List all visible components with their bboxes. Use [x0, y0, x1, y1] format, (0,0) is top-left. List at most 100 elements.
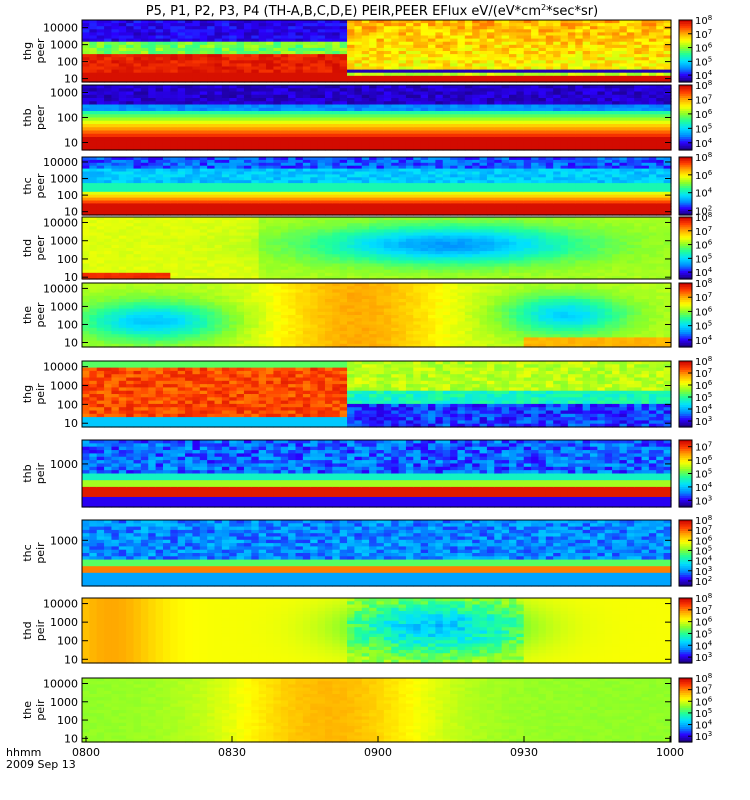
spectrogram-cell [236, 44, 245, 49]
spectrogram-cell [266, 57, 275, 61]
spectrogram-cell [413, 47, 422, 52]
spectrogram-cell [354, 75, 363, 80]
spectrogram-cell [280, 63, 289, 68]
spectrogram-cell [266, 29, 275, 33]
spectrogram-cell [170, 47, 179, 52]
spectrogram-cell [347, 32, 356, 37]
spectrogram-cell [317, 38, 326, 43]
spectrogram-cell [258, 54, 267, 58]
spectrogram-cell [560, 32, 569, 37]
spectrogram-cell [361, 32, 370, 37]
spectrogram-cell [170, 54, 179, 58]
spectrogram-cell [398, 47, 407, 52]
spectrogram-cell [509, 75, 517, 80]
spectrogram-cell [553, 23, 562, 27]
spectrogram-cell [317, 69, 326, 74]
spectrogram-cell [295, 57, 304, 61]
spectrogram-cell [133, 72, 142, 77]
spectrogram-cell [221, 29, 230, 33]
spectrogram-cell [509, 72, 517, 77]
spectrogram-cell [347, 38, 356, 43]
spectrogram-cell [494, 51, 503, 55]
spectrogram-cell [324, 69, 333, 74]
spectrogram-cell [523, 38, 532, 43]
spectrogram-cell [192, 66, 201, 71]
spectrogram-cell [383, 20, 392, 24]
spectrogram-cell [111, 51, 120, 55]
spectrogram-cell [501, 69, 510, 74]
spectrogram-cell [207, 57, 216, 61]
spectrogram-cell [324, 78, 333, 83]
spectrogram-cell [413, 69, 422, 74]
spectrogram-cell [104, 57, 113, 61]
spectrogram-cell [148, 66, 157, 71]
spectrogram-cell [324, 63, 333, 68]
spectrogram-cell [435, 47, 444, 52]
spectrogram-cell [111, 26, 120, 30]
spectrogram-cell [472, 75, 481, 80]
spectrogram-cell [192, 63, 201, 68]
spectrogram-cell [332, 44, 341, 49]
spectrogram-cell [354, 78, 363, 83]
spectrogram-cell [383, 57, 392, 61]
spectrogram-cell [162, 35, 171, 40]
spectrogram-cell [155, 66, 164, 71]
spectrogram-cell [531, 75, 540, 80]
spectrogram-cell [339, 44, 348, 49]
spectrogram-cell [111, 63, 120, 68]
spectrogram-cell [464, 51, 473, 55]
spectrogram-cell [413, 38, 422, 43]
spectrogram-cell [280, 32, 289, 37]
spectrogram-cell [96, 20, 105, 24]
spectrogram-cell [324, 35, 333, 40]
spectrogram-cell [398, 57, 407, 61]
spectrogram-cell [464, 63, 473, 68]
spectrogram-cell [523, 69, 532, 74]
spectrogram-cell [89, 75, 98, 80]
spectrogram-cell [302, 26, 311, 30]
spectrogram-cell [243, 35, 252, 40]
spectrogram-cell [236, 35, 245, 40]
spectrogram-cell [509, 51, 517, 55]
spectrogram-cell [545, 75, 554, 80]
spectrogram-cell [162, 51, 171, 55]
spectrogram-cell [96, 66, 105, 71]
spectrogram-cell [148, 54, 157, 58]
spectrogram-cell [413, 23, 422, 27]
spectrogram-cell [347, 75, 356, 80]
spectrogram-cell [236, 63, 245, 68]
spectrogram-cell [266, 41, 275, 46]
spectrogram-cell [126, 38, 135, 43]
spectrogram-cell [133, 60, 142, 64]
spectrogram-cell [435, 41, 444, 46]
spectrogram-cell [442, 57, 451, 61]
spectrogram-cell [383, 75, 392, 80]
spectrogram-cell [118, 78, 127, 83]
spectrogram-cell [258, 20, 267, 24]
spectrogram-cell [251, 47, 260, 52]
spectrogram-cell [435, 23, 444, 27]
spectrogram-cell [96, 35, 105, 40]
spectrogram-cell [162, 54, 171, 58]
spectrogram-cell [383, 69, 392, 74]
spectrogram-cell [398, 23, 407, 27]
spectrogram-cell [553, 35, 562, 40]
spectrogram-cell [295, 29, 304, 33]
spectrogram-cell [538, 54, 547, 58]
spectrogram-cell [140, 51, 149, 55]
spectrogram-cell [118, 72, 127, 77]
spectrogram-cell [486, 23, 495, 27]
spectrogram-cell [82, 63, 90, 68]
spectrogram-cell [457, 51, 466, 55]
spectrogram-cell [457, 29, 466, 33]
spectrogram-cell [229, 38, 238, 43]
spectrogram-cell [280, 75, 289, 80]
spectrogram-cell [310, 41, 319, 46]
spectrogram-cell [391, 78, 400, 83]
spectrogram-cell [324, 44, 333, 49]
spectrogram-cell [435, 69, 444, 74]
spectrogram-cell [435, 20, 444, 24]
spectrogram-cell [111, 47, 120, 52]
spectrogram-cell [523, 72, 532, 77]
spectrogram-cell [420, 44, 429, 49]
